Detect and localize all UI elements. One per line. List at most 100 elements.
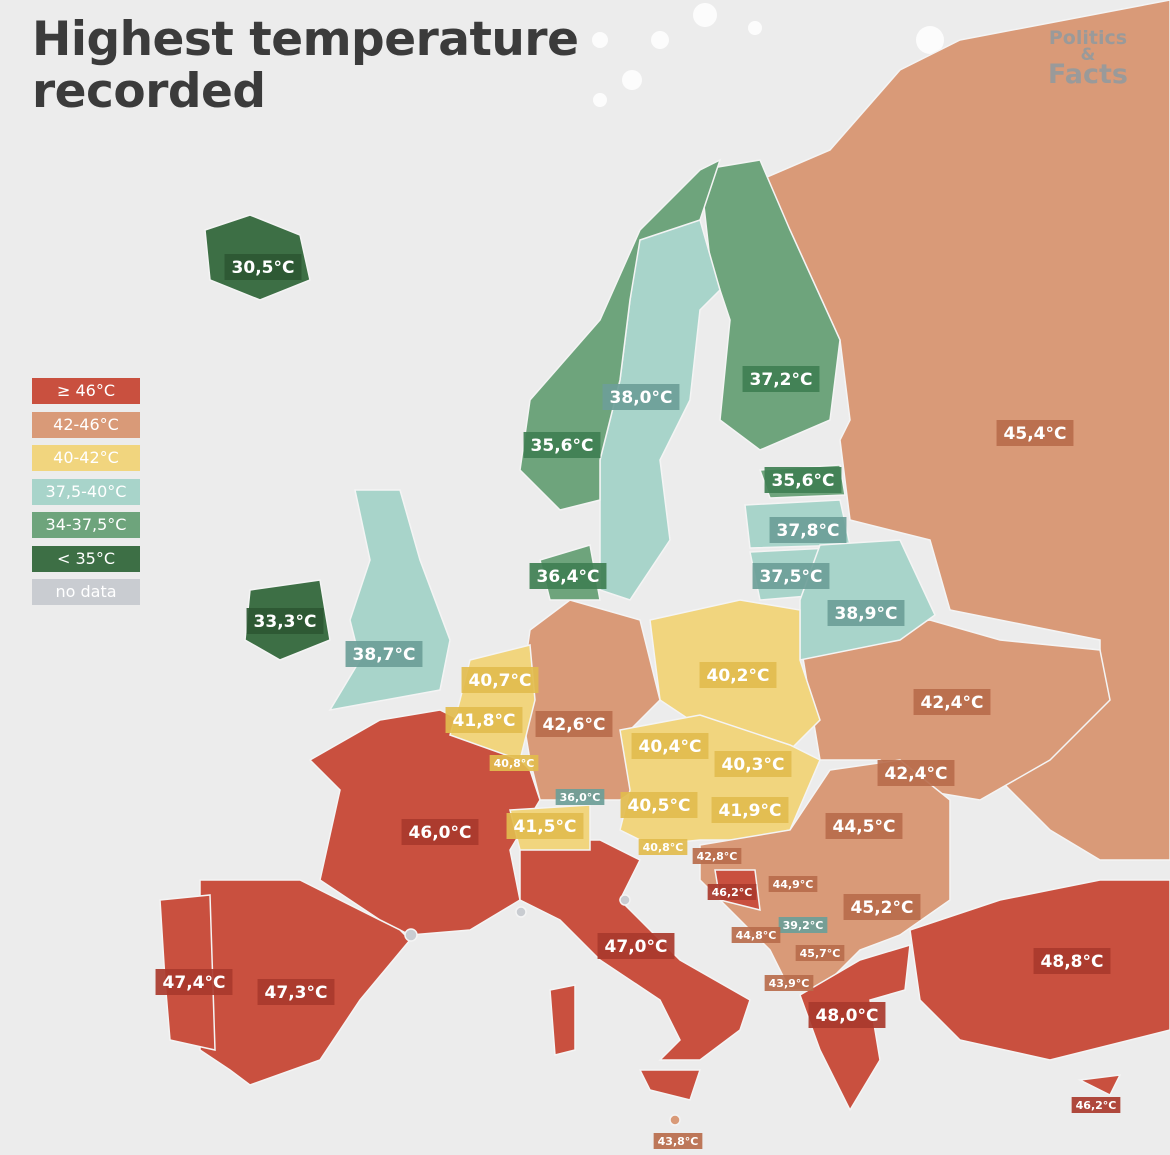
label-box [445,707,523,733]
temperature-label: 36,4°C [537,567,600,587]
label-box [401,819,479,845]
temperature-label: 46,0°C [409,823,472,843]
logo: Politics & Facts [1048,28,1128,88]
temperature-label: 47,3°C [265,983,328,1003]
label-box [825,813,903,839]
temperature-label: 48,8°C [1041,952,1104,972]
label-box [913,689,991,715]
label-box [808,1002,886,1028]
label-box [769,517,847,543]
legend-item: 37,5-40°C [32,478,140,505]
legend: ≥ 46°C 42-46°C 40-42°C 37,5-40°C 34-37,5°C < … [32,378,140,613]
temperature-label: 40,3°C [722,755,785,775]
label-box [764,467,842,493]
temperature-label: 35,6°C [531,436,594,456]
temperature-label: 40,4°C [639,737,702,757]
temperature-label: 40,5°C [628,796,691,816]
temperature-label: 41,9°C [719,801,782,821]
label-box [620,792,698,818]
temperature-label: 45,7°C [800,947,841,960]
label-box [489,755,539,771]
legend-item: 34-37,5°C [32,512,140,538]
temperature-label: 48,0°C [816,1006,879,1026]
label-box [224,254,302,280]
temperature-label: 41,8°C [453,711,516,731]
label-box [246,608,324,634]
temperature-label: 41,5°C [514,817,577,837]
label-box [699,662,777,688]
temperature-label: 40,7°C [469,671,532,691]
logo-text: Politics [1048,27,1128,49]
temperature-label: 46,2°C [712,886,753,899]
legend-item: ≥ 46°C [32,378,140,404]
temperature-label: 33,3°C [254,612,317,632]
temperature-label: 42,6°C [543,715,606,735]
label-box [638,839,688,855]
temperature-label: 30,5°C [232,258,295,278]
logo-text: Facts [1047,59,1128,90]
label-box [529,563,607,589]
temperature-label: 47,0°C [605,937,668,957]
label-box [535,711,613,737]
label-box [843,894,921,920]
temperature-label: 37,2°C [750,370,813,390]
label-box [877,760,955,786]
temperature-label: 37,8°C [777,521,840,541]
label-box [711,797,789,823]
label-box [996,420,1074,446]
temperature-label: 38,0°C [610,388,673,408]
temperature-labels: 30,5°C 38,0°C 37,2°C 35,6°C 45,4°C 35,6°C 37,8… [155,254,1121,1149]
temperature-label: 44,9°C [773,878,814,891]
label-box [555,789,605,805]
temperature-label: 45,4°C [1004,424,1067,444]
temperature-label: 39,2°C [783,919,824,932]
label-box [461,667,539,693]
legend-item: 40-42°C [32,445,140,471]
temperature-label: 35,6°C [772,471,835,491]
label-box [778,917,828,933]
label-box [602,384,680,410]
title: Highest temperature recorded [32,12,579,119]
label-box [692,848,742,864]
temperature-label: 37,5°C [760,567,823,587]
label-box [764,975,814,991]
temperature-label: 42,4°C [885,764,948,784]
label-box [768,876,818,892]
temperature-label: 44,8°C [736,929,777,942]
label-box [631,733,709,759]
logo-text: & [1080,45,1096,65]
label-box [523,432,601,458]
label-box [827,600,905,626]
temperature-label: 45,2°C [851,898,914,918]
legend-item: 42-46°C [32,411,140,438]
temperature-label: 47,4°C [163,973,226,993]
label-box [752,563,830,589]
temperature-label: 43,9°C [769,977,810,990]
label-box [1033,948,1111,974]
temperature-label: 42,4°C [921,693,984,713]
label-box [795,945,845,961]
label-box [597,933,675,959]
temperature-label: 38,7°C [353,645,416,665]
label-box [653,1133,703,1149]
temperature-label: 44,5°C [833,817,896,837]
temperature-label: 40,8°C [643,841,684,854]
temperature-label: 40,8°C [494,757,535,770]
label-box [257,979,335,1005]
legend-item: < 35°C [32,545,140,572]
temperature-label: 36,0°C [560,791,601,804]
label-box [345,641,423,667]
label-box [1071,1097,1121,1113]
temperature-label: 43,8°C [658,1135,699,1148]
label-box [707,884,757,900]
label-box [714,751,792,777]
temperature-label: 38,9°C [835,604,898,624]
label-box [155,969,233,995]
label-box [731,927,781,943]
label-box [742,366,820,392]
legend-item: no data [32,579,140,605]
temperature-label: 46,2°C [1076,1099,1117,1112]
temperature-label: 40,2°C [707,666,770,686]
